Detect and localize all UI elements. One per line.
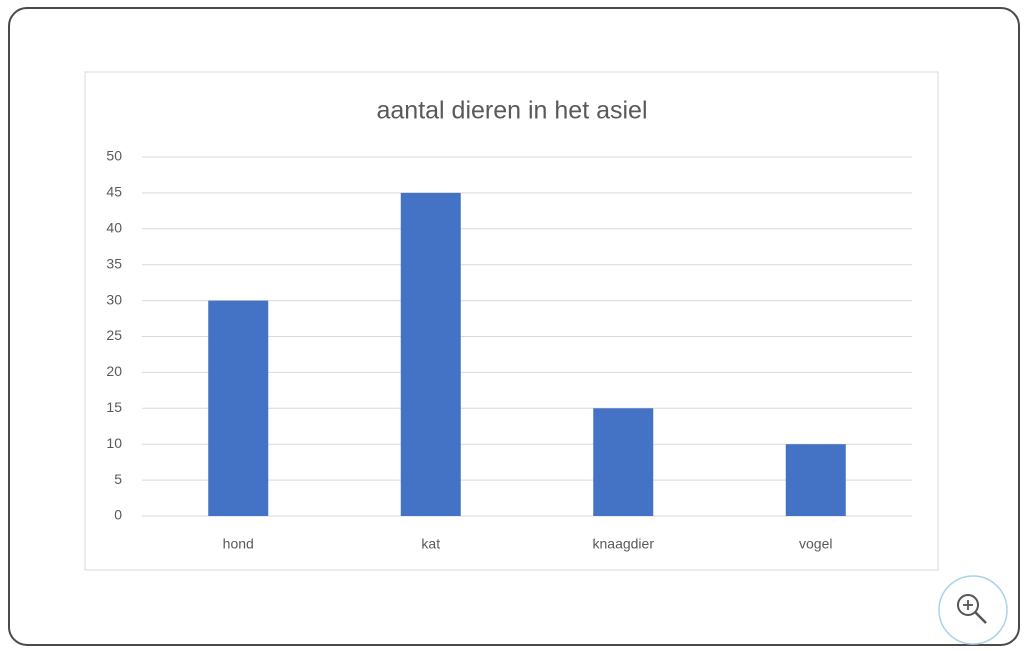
y-tick-label: 5 xyxy=(114,471,122,487)
y-tick-label: 40 xyxy=(106,220,122,236)
y-tick-label: 0 xyxy=(114,507,122,523)
zoom-lens xyxy=(957,594,979,616)
bar xyxy=(593,408,654,516)
zoom-handle xyxy=(974,611,987,624)
x-tick-label: knaagdier xyxy=(593,536,655,552)
y-tick-label: 35 xyxy=(106,255,122,271)
y-tick-label: 15 xyxy=(106,399,122,415)
x-tick-label: kat xyxy=(421,536,440,552)
bar xyxy=(208,300,269,516)
y-tick-label: 10 xyxy=(106,435,122,451)
zoom-circle[interactable] xyxy=(938,575,1008,645)
x-tick-label: hond xyxy=(223,536,254,552)
y-tick-label: 20 xyxy=(106,363,122,379)
zoom-button[interactable] xyxy=(938,575,1008,645)
chart-title: aantal dieren in het asiel xyxy=(376,97,647,125)
x-tick-label: vogel xyxy=(799,536,832,552)
y-tick-label: 25 xyxy=(106,327,122,343)
bar xyxy=(400,192,461,516)
bar xyxy=(785,444,846,516)
y-tick-label: 45 xyxy=(106,184,122,200)
y-tick-label: 50 xyxy=(106,148,122,164)
y-tick-label: 30 xyxy=(106,291,122,307)
